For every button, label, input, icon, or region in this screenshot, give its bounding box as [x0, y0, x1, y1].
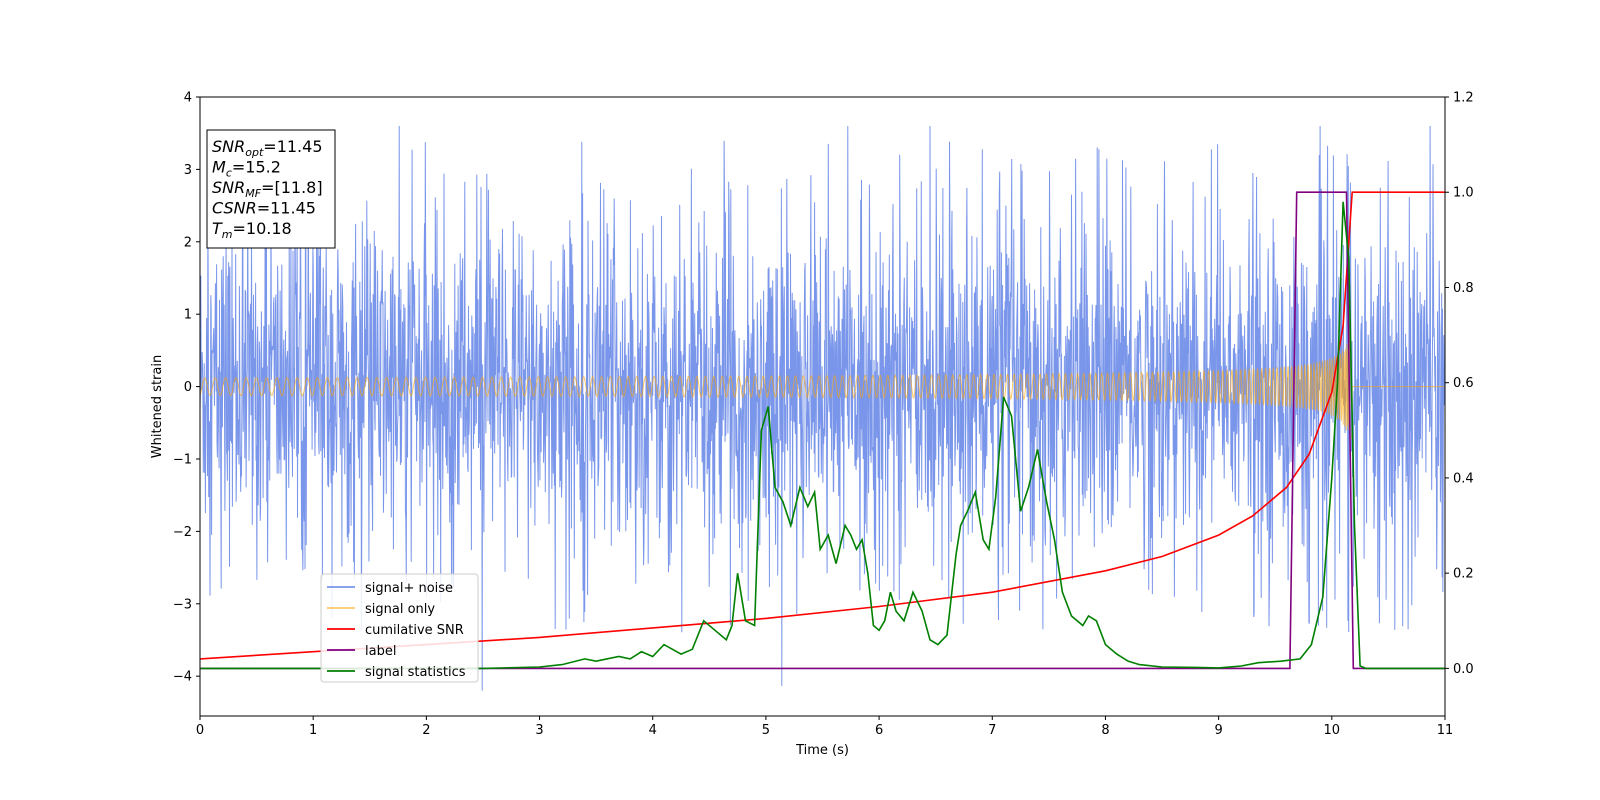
- y-left-tick-label: 1: [184, 308, 192, 323]
- annotation-line: CSNR=11.45: [212, 199, 316, 218]
- y-left-tick-label: −4: [173, 670, 192, 685]
- series-cumilative-snr: [200, 191, 1445, 660]
- x-axis-title: Time (s): [795, 743, 849, 758]
- annotation-box: SNRopt=11.45Mc=15.2SNRMF=[11.8]CSNR=11.4…: [206, 129, 336, 249]
- annotation-line: SNRMF=[11.8]: [212, 178, 323, 200]
- x-tick-label: 6: [875, 723, 883, 738]
- series-signal-statistics: [200, 201, 1445, 670]
- y-left-tick-label: −1: [173, 452, 192, 467]
- x-tick-label: 5: [762, 723, 770, 738]
- x-tick-label: 7: [988, 723, 996, 738]
- x-tick-label: 10: [1324, 723, 1341, 738]
- y-left-tick-label: −3: [173, 597, 192, 612]
- series-signal-only: [200, 332, 1445, 439]
- annotation-line: Mc=15.2: [212, 158, 281, 180]
- x-tick-label: 1: [309, 723, 317, 738]
- y-left-tick-label: 3: [184, 163, 192, 178]
- legend-frame: [320, 573, 479, 683]
- x-tick-label: 2: [422, 723, 430, 738]
- axes: 0 1 2 3 4 5 6 7 8 9 10 11 −4 −3 −2 −1 0 1 2 3 4 0.0 0.2 0.4 0.6 0…: [150, 91, 1474, 759]
- legend: signal+ noise signal only cumilative SNR la…: [320, 573, 479, 683]
- y-right-tick-label: 0.8: [1453, 281, 1474, 296]
- x-tick-label: 4: [649, 723, 657, 738]
- y-left-tick-label: 4: [184, 91, 192, 106]
- plot-area: [200, 125, 1445, 691]
- annotation-line: Tm=10.18: [212, 219, 292, 241]
- x-tick-label: 3: [535, 723, 543, 738]
- y-axis-title: Whitened strain: [150, 355, 165, 458]
- x-tick-label: 9: [1214, 723, 1222, 738]
- x-tick-label: 11: [1437, 723, 1454, 738]
- y-right-tick-label: 0.4: [1453, 471, 1474, 486]
- legend-label: signal only: [365, 602, 435, 617]
- y-left-tick-label: 2: [184, 235, 192, 250]
- y-right-tick-label: 0.0: [1453, 662, 1474, 677]
- legend-label: signal+ noise: [365, 581, 453, 596]
- y-right-tick-label: 0.2: [1453, 567, 1474, 582]
- y-left-tick-label: 0: [184, 380, 192, 395]
- series-signal-noise: [200, 125, 1445, 691]
- annotation-frame: [206, 129, 336, 249]
- legend-label: signal statistics: [365, 665, 466, 680]
- y-right-tick-label: 1.0: [1453, 186, 1474, 201]
- x-tick-label: 8: [1101, 723, 1109, 738]
- x-tick-label: 0: [196, 723, 204, 738]
- plot-frame: [199, 96, 1446, 717]
- legend-label: label: [365, 644, 396, 659]
- annotation-line: SNRopt=11.45: [212, 137, 323, 159]
- legend-label: cumilative SNR: [365, 623, 464, 638]
- y-left-tick-label: −2: [173, 525, 192, 540]
- y-right-tick-label: 0.6: [1453, 376, 1474, 391]
- y-right-tick-label: 1.2: [1453, 91, 1474, 106]
